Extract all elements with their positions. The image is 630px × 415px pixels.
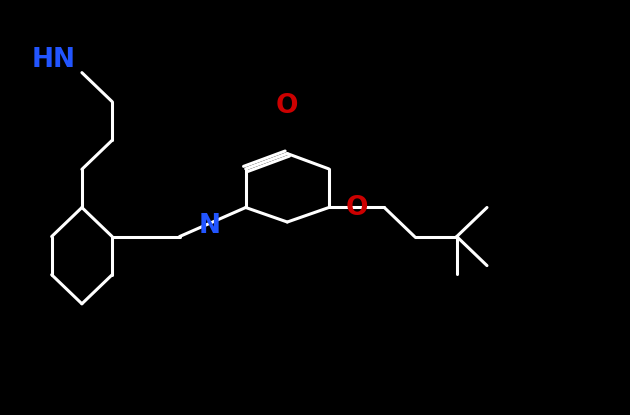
Text: O: O	[275, 93, 298, 119]
Text: N: N	[198, 213, 220, 239]
Text: HN: HN	[32, 47, 76, 73]
Text: O: O	[346, 195, 369, 220]
